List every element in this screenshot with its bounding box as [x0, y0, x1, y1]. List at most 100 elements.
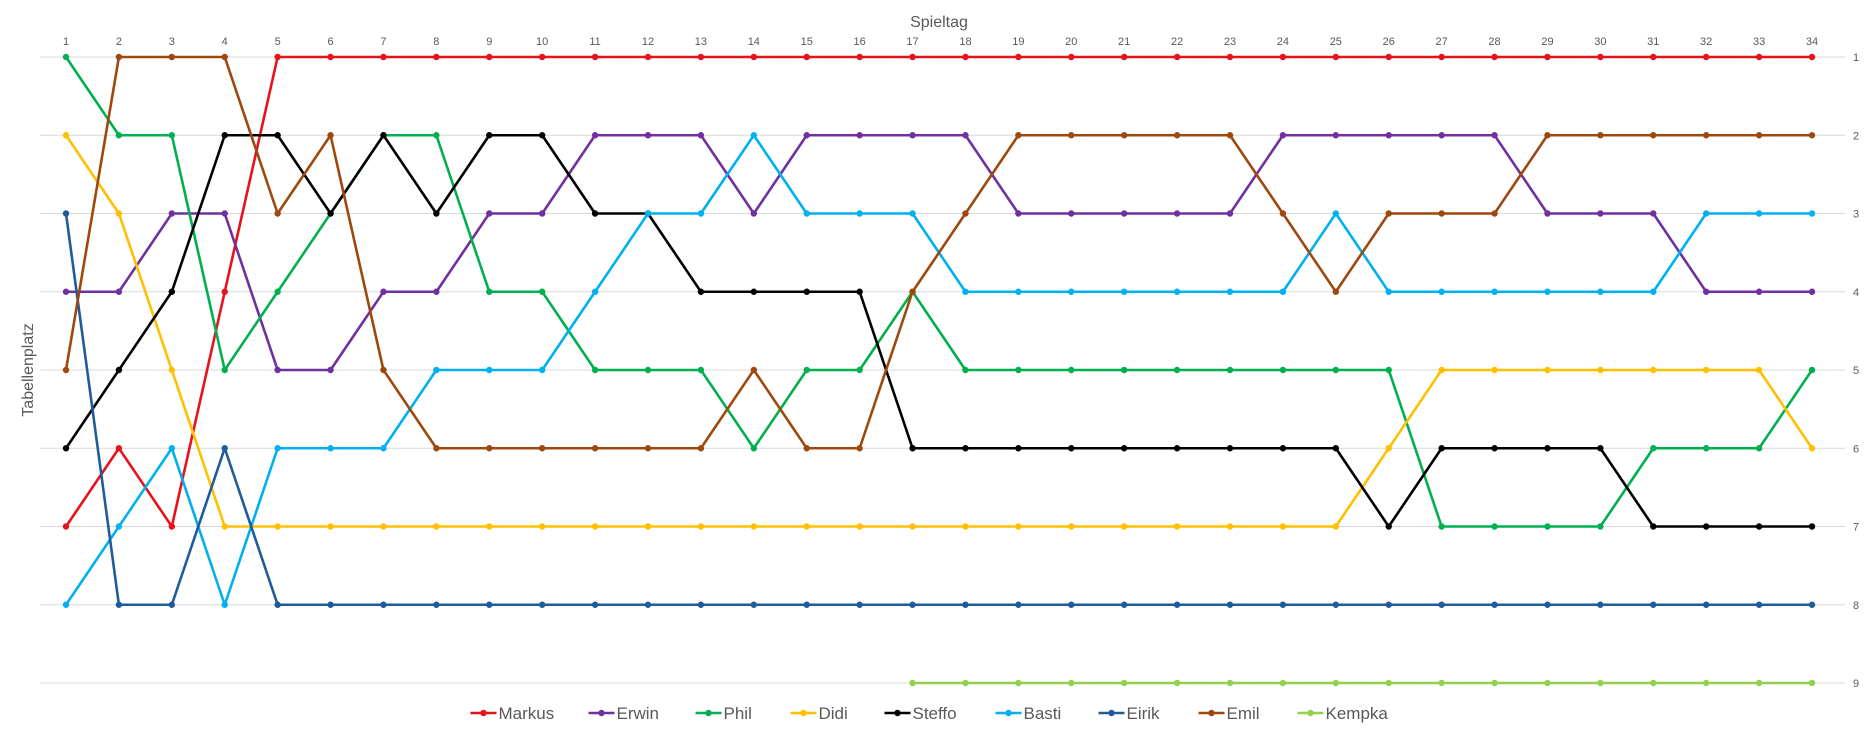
- data-point: [1544, 679, 1551, 687]
- data-point: [1650, 445, 1657, 452]
- x-tick-label: 15: [801, 36, 813, 48]
- data-point: [856, 445, 863, 452]
- data-point: [1808, 445, 1816, 452]
- data-point: [538, 132, 546, 139]
- x-tick-label: 33: [1753, 36, 1765, 48]
- legend-item-kempka: Kempka: [1297, 704, 1388, 723]
- data-point: [856, 53, 863, 61]
- data-point: [909, 601, 916, 608]
- data-point: [962, 679, 969, 687]
- data-point: [1068, 523, 1075, 530]
- data-point: [1173, 210, 1181, 217]
- legend-swatch-marker: [705, 709, 712, 717]
- data-point: [1068, 366, 1075, 374]
- data-point: [1015, 366, 1022, 374]
- x-tick-label: 10: [536, 36, 548, 48]
- data-point: [221, 210, 228, 217]
- data-point: [1173, 445, 1181, 452]
- data-point: [115, 53, 123, 61]
- x-tick-label: 2: [116, 36, 122, 48]
- data-point: [62, 601, 70, 608]
- data-point: [591, 445, 599, 452]
- data-point: [697, 601, 705, 608]
- data-point: [274, 366, 281, 374]
- data-point: [274, 210, 281, 217]
- data-point: [1120, 366, 1128, 374]
- data-point: [1491, 601, 1498, 608]
- data-point: [1279, 679, 1287, 687]
- data-point: [591, 288, 599, 295]
- data-point: [115, 523, 123, 530]
- data-point: [856, 601, 863, 608]
- data-point: [327, 601, 334, 608]
- data-point: [750, 445, 758, 452]
- data-point: [486, 601, 493, 608]
- data-point: [803, 366, 810, 374]
- data-point: [1015, 132, 1022, 139]
- data-point: [274, 601, 281, 608]
- data-point: [803, 53, 810, 61]
- data-point: [168, 210, 176, 217]
- data-point: [62, 523, 70, 530]
- data-point: [591, 601, 599, 608]
- data-point: [856, 210, 863, 217]
- x-tick-label: 25: [1330, 36, 1342, 48]
- data-point: [644, 601, 652, 608]
- x-tick-label: 21: [1118, 36, 1130, 48]
- data-point: [221, 288, 228, 295]
- data-point: [1068, 132, 1075, 139]
- data-point: [1438, 679, 1445, 687]
- data-point: [1015, 679, 1022, 687]
- legend-item-markus: Markus: [470, 704, 554, 723]
- data-point: [644, 132, 652, 139]
- x-axis-title: Spieltag: [910, 14, 968, 31]
- data-point: [168, 132, 176, 139]
- data-point: [62, 366, 70, 374]
- data-point: [1491, 132, 1498, 139]
- data-point: [750, 288, 758, 295]
- data-point: [803, 601, 810, 608]
- data-point: [1068, 53, 1075, 61]
- data-point: [1491, 523, 1498, 530]
- data-point: [697, 53, 705, 61]
- x-tick-label: 17: [906, 36, 918, 48]
- data-point: [486, 53, 493, 61]
- data-point: [1226, 679, 1234, 687]
- data-point: [221, 132, 228, 139]
- data-point: [486, 366, 493, 374]
- data-point: [856, 523, 863, 530]
- data-point: [1808, 366, 1816, 374]
- data-point: [221, 53, 228, 61]
- y-tick-label: 4: [1853, 287, 1859, 299]
- data-point: [1173, 132, 1181, 139]
- data-point: [697, 288, 705, 295]
- data-point: [697, 366, 705, 374]
- data-point: [750, 523, 758, 530]
- series-emil: [62, 53, 1816, 452]
- y-tick-label: 6: [1853, 443, 1859, 455]
- data-point: [1597, 679, 1604, 687]
- series-erwin: [62, 132, 1816, 374]
- data-point: [433, 601, 440, 608]
- data-point: [538, 210, 546, 217]
- data-point: [803, 210, 810, 217]
- data-point: [62, 210, 70, 217]
- data-point: [538, 445, 546, 452]
- data-point: [1438, 523, 1445, 530]
- data-point: [380, 523, 387, 530]
- data-point: [486, 445, 493, 452]
- x-tick-label: 8: [433, 36, 439, 48]
- data-point: [1015, 523, 1022, 530]
- x-tick-label: 27: [1436, 36, 1448, 48]
- data-point: [1279, 132, 1287, 139]
- data-point: [1650, 288, 1657, 295]
- legend-item-eirik: Eirik: [1098, 704, 1160, 723]
- data-point: [1279, 366, 1287, 374]
- data-point: [1702, 366, 1710, 374]
- data-point: [538, 601, 546, 608]
- data-point: [750, 132, 758, 139]
- data-point: [1068, 445, 1075, 452]
- data-point: [1120, 210, 1128, 217]
- x-tick-label: 5: [275, 36, 281, 48]
- legend-label: Erwin: [617, 704, 660, 723]
